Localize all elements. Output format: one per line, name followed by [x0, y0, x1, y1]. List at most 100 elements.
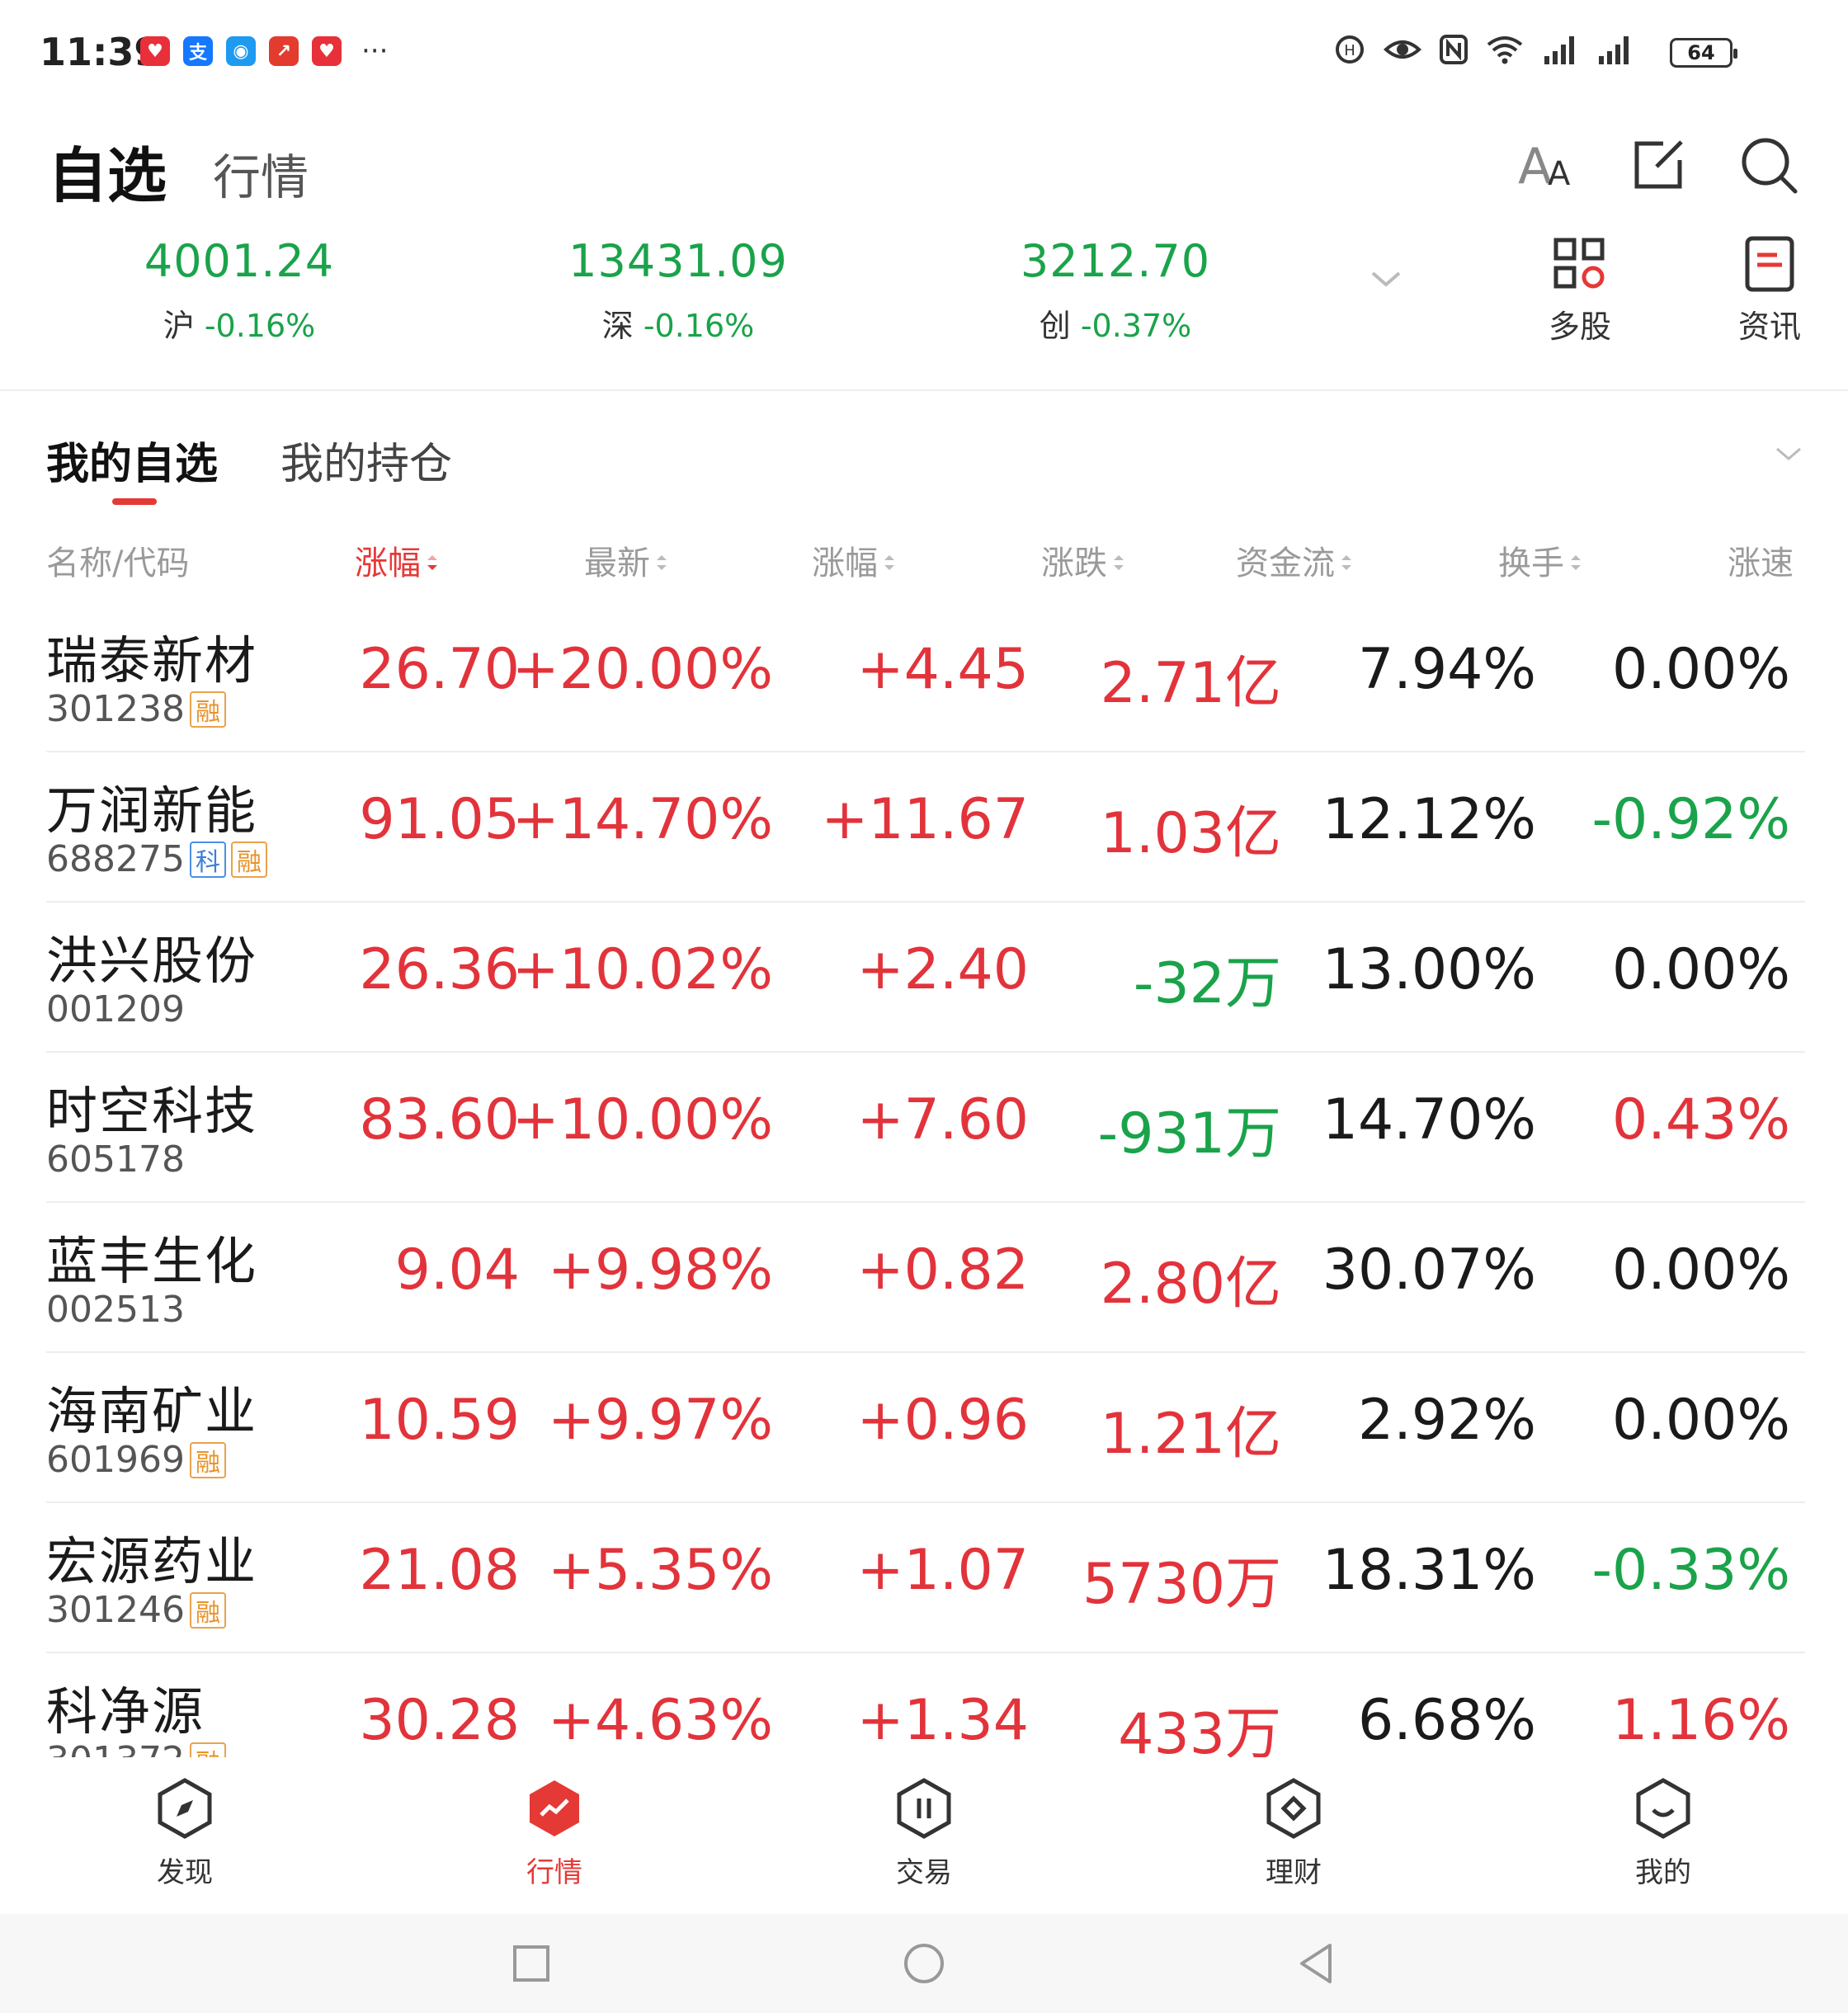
- stock-code: 301246: [46, 1589, 185, 1631]
- notification-icons: ♥ 支 ◉ ↗ ♥ ···: [140, 36, 388, 66]
- stock-name: 科净源: [46, 1681, 205, 1742]
- stock-name: 宏源药业: [46, 1531, 258, 1591]
- chevron-down-icon[interactable]: [1368, 266, 1404, 291]
- status-bar: 11:39 ♥ 支 ◉ ↗ ♥ ··· H 64: [0, 0, 1848, 107]
- col-change-sort[interactable]: 涨幅: [812, 536, 896, 584]
- cell-fund-flow: 1.21亿: [1100, 1402, 1281, 1467]
- cell-change: +0.96: [856, 1388, 1029, 1453]
- cell-fund-flow: 2.80亿: [1100, 1252, 1281, 1317]
- edit-icon[interactable]: [1625, 132, 1691, 198]
- cell-speed: 0.00%: [1611, 1238, 1790, 1303]
- cell-turnover: 14.70%: [1322, 1087, 1536, 1153]
- table-row[interactable]: 科净源 301372 融 30.28 +4.63% +1.34 433万 6.68…: [0, 1653, 1848, 1757]
- stock-code-wrap: 605178: [46, 1138, 185, 1181]
- table-row[interactable]: 海南矿业 601969 融 10.59 +9.97% +0.96 1.21亿 2.…: [0, 1353, 1848, 1503]
- col-fund-flow-sort[interactable]: 资金流: [1236, 536, 1353, 584]
- table-row[interactable]: 万润新能 688275 科融 91.05 +14.70% +11.67 1.03亿…: [0, 752, 1848, 903]
- home-icon[interactable]: [903, 1942, 945, 1985]
- system-icons: H: [1333, 33, 1634, 66]
- multi-stock-button[interactable]: 多股: [1526, 235, 1634, 346]
- cell-latest: 91.05: [359, 787, 520, 852]
- cell-speed: 1.16%: [1611, 1688, 1790, 1753]
- table-row[interactable]: 瑞泰新材 301238 融 26.70 +20.00% +4.45 2.71亿 7…: [0, 602, 1848, 752]
- cell-speed: -0.33%: [1591, 1538, 1790, 1603]
- col-change-pct-sort[interactable]: 涨幅: [355, 536, 439, 584]
- col-label: 涨跌: [1041, 544, 1107, 582]
- stock-code: 001209: [46, 988, 185, 1030]
- cell-change-pct: +10.02%: [512, 937, 773, 1002]
- stock-list: 瑞泰新材 301238 融 26.70 +20.00% +4.45 2.71亿 7…: [0, 602, 1848, 1757]
- signal-icon: [1599, 36, 1629, 64]
- nav-market[interactable]: 行情: [488, 1777, 620, 1890]
- margin-tag: 融: [189, 691, 226, 728]
- cell-latest: 26.36: [359, 937, 520, 1002]
- stock-name: 海南矿业: [46, 1381, 258, 1441]
- index-name: 沪: [163, 308, 195, 344]
- cell-change-pct: +9.98%: [548, 1238, 773, 1303]
- nfc-icon: H: [1336, 35, 1364, 64]
- cell-latest: 83.60: [359, 1087, 520, 1153]
- row-divider: [46, 1652, 1805, 1653]
- wifi-icon: [1487, 36, 1523, 64]
- bottom-nav: 发现 行情 交易 理财: [0, 1757, 1848, 1914]
- stock-name: 瑞泰新材: [46, 630, 258, 691]
- col-label: 最新: [584, 544, 650, 582]
- search-icon[interactable]: [1736, 132, 1802, 198]
- cell-fund-flow: 1.03亿: [1100, 801, 1281, 866]
- cell-change: +1.07: [856, 1538, 1029, 1603]
- chevron-down-icon[interactable]: [1772, 437, 1805, 470]
- alipay-icon: 支: [183, 36, 213, 66]
- cell-speed: -0.92%: [1591, 787, 1790, 852]
- index-cy[interactable]: 3212.70 创 -0.37%: [950, 235, 1280, 346]
- cell-speed: 0.43%: [1611, 1087, 1790, 1153]
- sort-icon: [1571, 555, 1581, 570]
- stock-code: 688275: [46, 838, 185, 880]
- stock-code-wrap: 301246 融: [46, 1589, 226, 1631]
- news-button[interactable]: 资讯: [1716, 235, 1823, 346]
- index-sz[interactable]: 13431.09 深 -0.16%: [513, 235, 843, 346]
- cell-change-pct: +20.00%: [512, 637, 773, 702]
- nav-wealth[interactable]: 理财: [1228, 1777, 1360, 1890]
- sort-icon: [1341, 555, 1351, 570]
- table-row[interactable]: 洪兴股份 001209 26.36 +10.02% +2.40 -32万 13.…: [0, 903, 1848, 1053]
- index-sh[interactable]: 4001.24 沪 -0.16%: [74, 235, 404, 346]
- table-row[interactable]: 宏源药业 301246 融 21.08 +5.35% +1.07 5730万 18…: [0, 1503, 1848, 1653]
- recents-icon[interactable]: [512, 1944, 551, 1983]
- tab-my-watchlist[interactable]: 我的自选: [46, 440, 219, 489]
- back-icon[interactable]: [1297, 1942, 1336, 1985]
- stock-code: 605178: [46, 1138, 185, 1181]
- cell-change-pct: +14.70%: [512, 787, 773, 852]
- col-speed-sort[interactable]: 涨速: [1728, 536, 1794, 584]
- row-divider: [46, 751, 1805, 752]
- cell-fund-flow: 2.71亿: [1100, 651, 1281, 716]
- table-row[interactable]: 时空科技 605178 83.60 +10.00% +7.60 -931万 14…: [0, 1053, 1848, 1203]
- page-title[interactable]: 自选: [48, 141, 167, 210]
- tab-my-holdings[interactable]: 我的持仓: [280, 440, 453, 489]
- nav-trade[interactable]: 交易: [858, 1777, 990, 1890]
- market-indices: 4001.24 沪 -0.16% 13431.09 深 -0.16% 3212.…: [0, 235, 1848, 359]
- signal-icon: [1544, 36, 1574, 64]
- margin-tag: 融: [189, 1591, 226, 1629]
- sort-icon: [1114, 555, 1124, 570]
- col-price-change-sort[interactable]: 涨跌: [1041, 536, 1125, 584]
- nav-discover[interactable]: 发现: [119, 1777, 251, 1890]
- col-latest-sort[interactable]: 最新: [584, 536, 668, 584]
- col-turnover-sort[interactable]: 换手: [1498, 536, 1582, 584]
- cell-fund-flow: -32万: [1133, 951, 1281, 1016]
- cell-change-pct: +4.63%: [548, 1688, 773, 1753]
- star-market-tag: 科: [189, 841, 226, 878]
- cell-change: +2.40: [856, 937, 1029, 1002]
- index-name: 深: [601, 308, 634, 344]
- stock-name: 洪兴股份: [46, 931, 258, 991]
- table-row[interactable]: 蓝丰生化 002513 9.04 +9.98% +0.82 2.80亿 30.0…: [0, 1203, 1848, 1353]
- stock-code-wrap: 301238 融: [46, 688, 226, 730]
- cell-change: +1.34: [856, 1688, 1029, 1753]
- sort-icon: [657, 555, 667, 570]
- row-divider: [46, 1351, 1805, 1353]
- font-size-icon[interactable]: A A: [1515, 132, 1581, 198]
- cell-change: +11.67: [821, 787, 1029, 852]
- cell-latest: 21.08: [359, 1538, 520, 1603]
- nav-profile[interactable]: 我的: [1597, 1777, 1729, 1890]
- tab-market[interactable]: 行情: [213, 149, 309, 205]
